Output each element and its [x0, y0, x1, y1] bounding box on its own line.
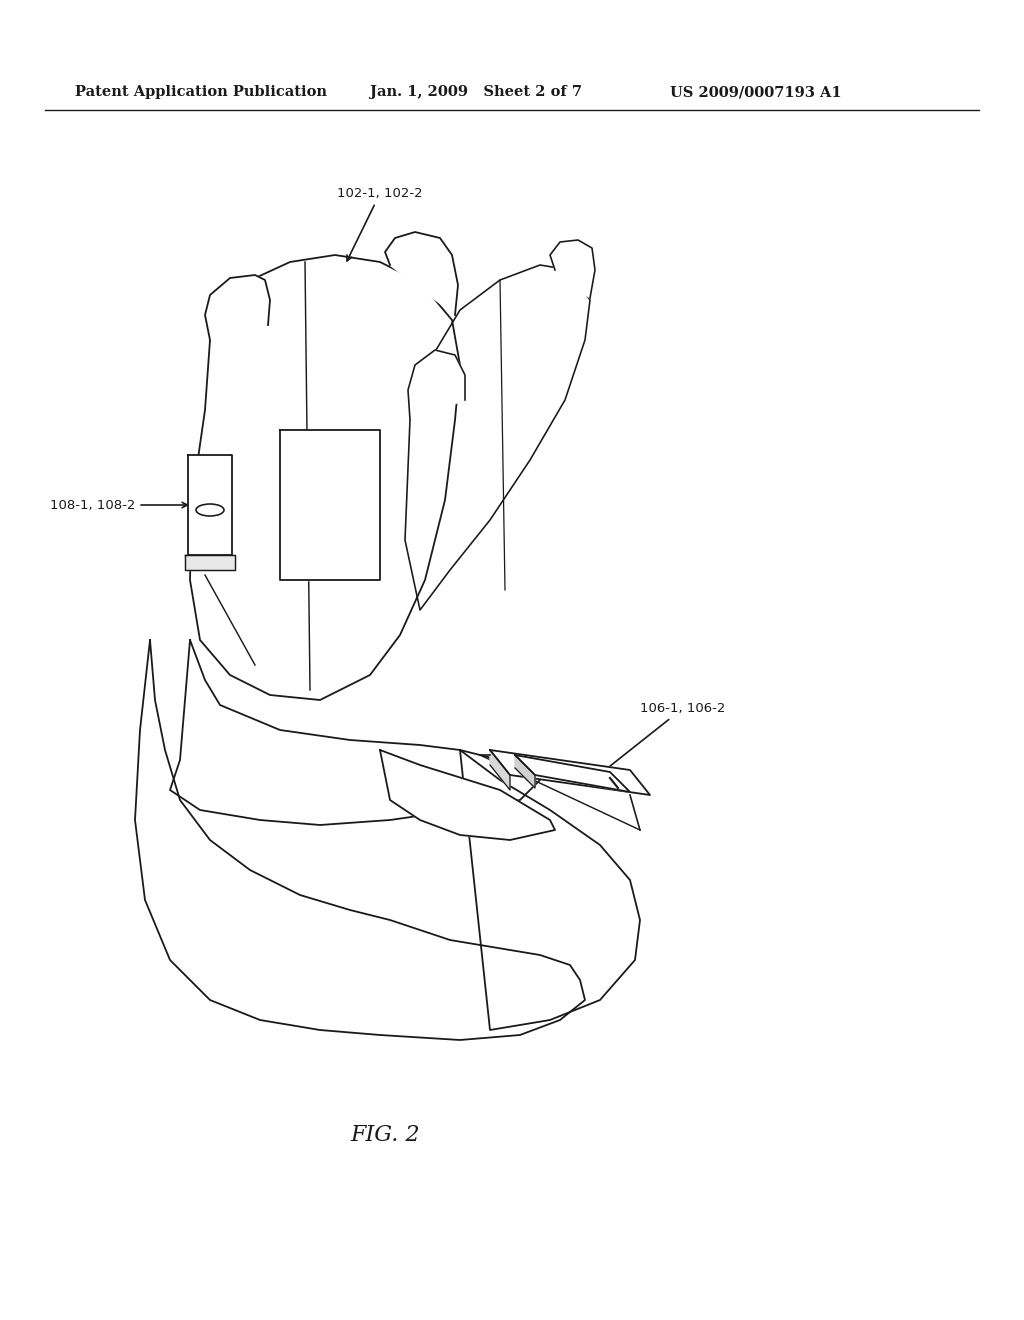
Text: FIG. 2: FIG. 2: [350, 1125, 420, 1146]
Polygon shape: [385, 232, 458, 315]
Polygon shape: [515, 755, 535, 788]
Polygon shape: [185, 554, 234, 570]
Text: 108-1, 108-2: 108-1, 108-2: [50, 499, 187, 511]
Polygon shape: [406, 265, 590, 610]
Text: US 2009/0007193 A1: US 2009/0007193 A1: [670, 84, 842, 99]
Polygon shape: [280, 430, 380, 579]
Polygon shape: [170, 640, 540, 825]
Polygon shape: [188, 455, 232, 554]
Text: Patent Application Publication: Patent Application Publication: [75, 84, 327, 99]
Text: 102-1, 102-2: 102-1, 102-2: [337, 187, 423, 261]
Polygon shape: [135, 640, 585, 1040]
Polygon shape: [205, 275, 270, 341]
Polygon shape: [490, 750, 510, 789]
Text: 106-1, 106-2: 106-1, 106-2: [599, 702, 725, 775]
Polygon shape: [190, 255, 460, 700]
Text: Jan. 1, 2009   Sheet 2 of 7: Jan. 1, 2009 Sheet 2 of 7: [370, 84, 582, 99]
Ellipse shape: [196, 504, 224, 516]
Polygon shape: [550, 240, 595, 298]
Polygon shape: [408, 350, 465, 420]
Polygon shape: [490, 750, 650, 795]
Polygon shape: [380, 750, 555, 840]
Polygon shape: [515, 755, 630, 792]
Polygon shape: [460, 750, 640, 1030]
